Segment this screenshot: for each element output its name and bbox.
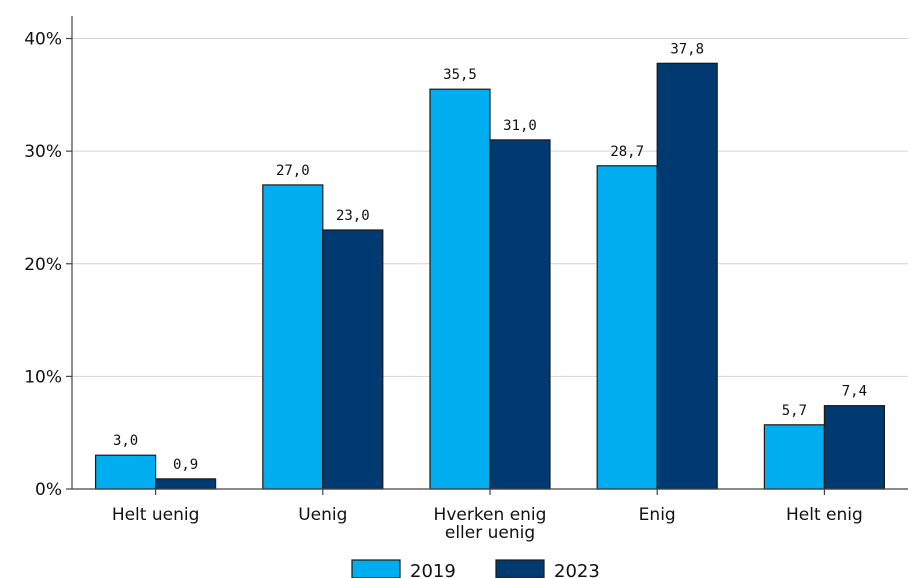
y-tick-label: 0%	[35, 480, 62, 500]
y-tick-label: 30%	[24, 142, 62, 162]
data-label: 35,5	[443, 67, 477, 83]
legend-swatch-2019	[351, 559, 401, 578]
bar-2023-4	[823, 405, 886, 490]
x-tick-label: Uenig	[298, 505, 347, 525]
data-label: 28,7	[610, 144, 644, 160]
data-label: 7,4	[842, 384, 867, 400]
data-labels: 3,0 0,9 27,0 23,0 35,5 31,0 28,7 37,8 5,7 7,4	[113, 41, 867, 473]
data-label: 37,8	[670, 41, 704, 57]
y-axis-ticks: 0% 10% 20% 30% 40%	[24, 30, 72, 500]
y-tick-label: 40%	[24, 30, 62, 50]
x-tick-label: Enig	[639, 505, 676, 525]
legend-swatch-2023	[495, 559, 545, 578]
y-tick-label: 10%	[24, 367, 62, 387]
data-label: 3,0	[113, 433, 138, 449]
bar-2019-1	[262, 184, 324, 490]
bar-2023-2	[489, 139, 551, 490]
y-tick-label: 20%	[24, 255, 62, 275]
bar-2023-0	[155, 478, 217, 490]
bars	[94, 62, 886, 490]
bar-2023-1	[322, 229, 384, 490]
x-tick-label: Helt uenig	[112, 505, 200, 525]
data-label: 27,0	[276, 163, 310, 179]
legend-label: 2019	[410, 561, 456, 578]
x-tick-label: eller uenig	[445, 523, 535, 543]
data-label: 23,0	[336, 208, 370, 224]
legend: 2019 2023	[351, 559, 600, 578]
data-label: 0,9	[173, 457, 198, 473]
data-label: 5,7	[782, 403, 807, 419]
bar-2019-2	[429, 88, 491, 490]
bar-2019-0	[94, 454, 157, 490]
x-tick-label: Helt enig	[786, 505, 863, 525]
bar-2019-3	[596, 165, 658, 490]
legend-label: 2023	[554, 561, 600, 578]
bar-2019-4	[763, 424, 826, 490]
x-tick-label: Hverken enig	[434, 505, 547, 525]
data-label: 31,0	[503, 118, 537, 134]
bar-2023-3	[656, 62, 718, 490]
